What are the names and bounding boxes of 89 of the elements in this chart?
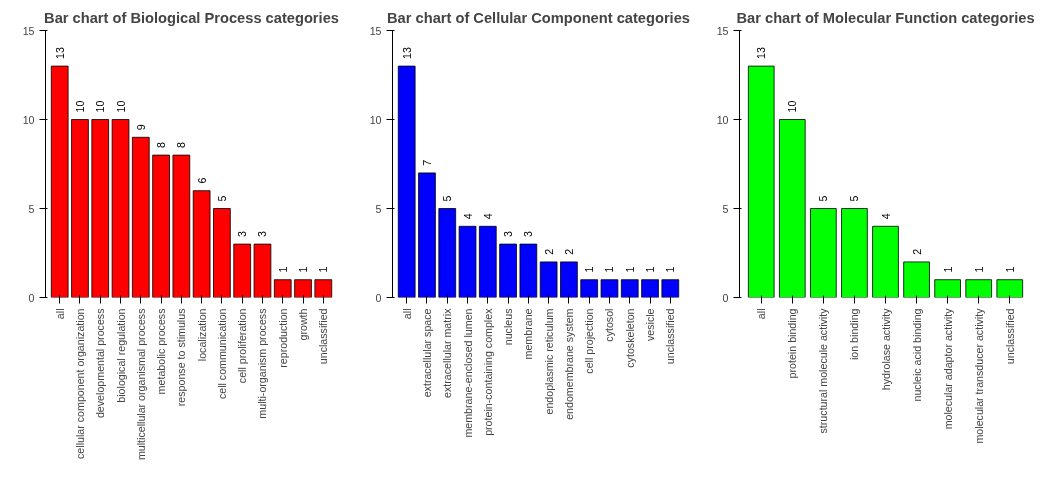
data-label: 6 — [195, 177, 208, 184]
x-tick-label: cell proliferation — [236, 308, 249, 384]
x-tick-label: cell communication — [215, 308, 228, 400]
x-tick-label: hydrolase activity — [879, 307, 892, 391]
data-label: 2 — [542, 248, 555, 255]
x-tick-label: endomembrane system — [562, 308, 575, 420]
data-label: 1 — [623, 266, 636, 273]
x-tick-label: nucleic acid binding — [910, 308, 923, 402]
x-tick-label: all — [755, 308, 768, 320]
data-label: 4 — [879, 213, 892, 220]
chart-title: Bar chart of Cellular Component categories — [387, 9, 690, 26]
x-tick-label: membrane — [522, 308, 535, 360]
x-tick-label: unclassified — [317, 308, 330, 365]
x-tick-label: unclassified — [664, 308, 677, 365]
data-label: 5 — [441, 195, 454, 202]
x-tick-label: vesicle — [644, 308, 657, 342]
y-tick-label: 15 — [369, 24, 382, 37]
data-label: 1 — [583, 266, 596, 273]
data-label: 13 — [400, 47, 413, 59]
x-tick-label: structural molecule activity — [817, 307, 830, 434]
x-tick-label: cytoskeleton — [623, 308, 636, 368]
data-label: 2 — [562, 248, 575, 255]
x-tick-label: localization — [195, 308, 208, 362]
data-label: 5 — [817, 195, 830, 202]
x-tick-label: unclassified — [1003, 308, 1016, 365]
y-tick-label: 5 — [375, 202, 382, 215]
x-tick-label: metabolic process — [155, 308, 168, 395]
data-label: 2 — [910, 248, 923, 255]
x-tick-label: all — [53, 308, 66, 320]
x-tick-label: multicellular organismal process — [134, 308, 147, 461]
data-label: 1 — [297, 266, 310, 273]
data-label: 10 — [94, 100, 107, 113]
data-label: 1 — [317, 266, 330, 273]
x-tick-label: all — [400, 308, 413, 320]
x-tick-label: developmental process — [94, 308, 107, 419]
data-label: 10 — [73, 100, 86, 113]
data-label: 1 — [644, 266, 657, 273]
data-label: 4 — [461, 213, 474, 220]
x-tick-label: extracellular matrix — [441, 307, 454, 398]
x-tick-label: reproduction — [276, 308, 289, 368]
x-tick-label: protein binding — [786, 308, 799, 379]
data-label: 1 — [972, 266, 985, 273]
data-label: 1 — [1003, 266, 1016, 273]
x-tick-label: nucleus — [502, 308, 515, 346]
y-tick-label: 0 — [28, 291, 35, 304]
data-label: 3 — [256, 230, 269, 237]
x-tick-label: extracellular space — [420, 308, 433, 398]
data-label: 9 — [134, 124, 147, 131]
x-tick-label: biological regulation — [114, 308, 127, 403]
y-tick-label: 0 — [375, 291, 382, 304]
data-label: 1 — [276, 266, 289, 273]
y-tick-label: 5 — [28, 202, 35, 215]
y-tick-label: 0 — [722, 291, 729, 304]
data-label: 1 — [941, 266, 954, 273]
data-label: 3 — [502, 230, 515, 237]
y-tick-label: 10 — [369, 113, 382, 126]
data-label: 1 — [603, 266, 616, 273]
x-tick-label: cell projection — [583, 308, 596, 374]
data-label: 4 — [481, 213, 494, 220]
x-tick-label: growth — [297, 308, 310, 341]
data-label: 13 — [755, 47, 768, 59]
data-label: 10 — [786, 100, 799, 113]
chart-title: Bar chart of Biological Process categories — [44, 9, 339, 26]
data-label: 8 — [175, 141, 188, 148]
y-tick-label: 15 — [716, 24, 729, 37]
y-tick-label: 5 — [722, 202, 729, 215]
y-tick-label: 10 — [716, 113, 729, 126]
x-tick-label: endoplasmic reticulum — [542, 308, 555, 415]
chart-title: Bar chart of Molecular Function categories — [736, 9, 1035, 26]
data-label: 7 — [420, 159, 433, 166]
x-tick-label: membrane-enclosed lumen — [461, 308, 474, 438]
data-label: 13 — [53, 47, 66, 59]
data-label: 10 — [114, 100, 127, 113]
data-label: 8 — [155, 141, 168, 148]
x-tick-label: response to stimulus — [175, 308, 188, 407]
x-tick-label: multi-organism process — [256, 308, 269, 419]
data-label: 1 — [664, 266, 677, 273]
data-label: 5 — [848, 195, 861, 202]
x-tick-label: molecular transducer activity — [972, 307, 985, 444]
x-tick-label: cytosol — [603, 308, 616, 342]
x-tick-label: cellular component organization — [73, 308, 86, 459]
y-tick-label: 10 — [22, 113, 35, 126]
data-label: 5 — [215, 195, 228, 202]
x-tick-label: molecular adaptor activity — [941, 307, 954, 430]
y-tick-label: 15 — [22, 24, 35, 37]
x-tick-label: protein-containing complex — [481, 307, 494, 436]
data-label: 3 — [522, 230, 535, 237]
data-label: 3 — [236, 230, 249, 237]
x-tick-label: ion binding — [848, 308, 861, 361]
